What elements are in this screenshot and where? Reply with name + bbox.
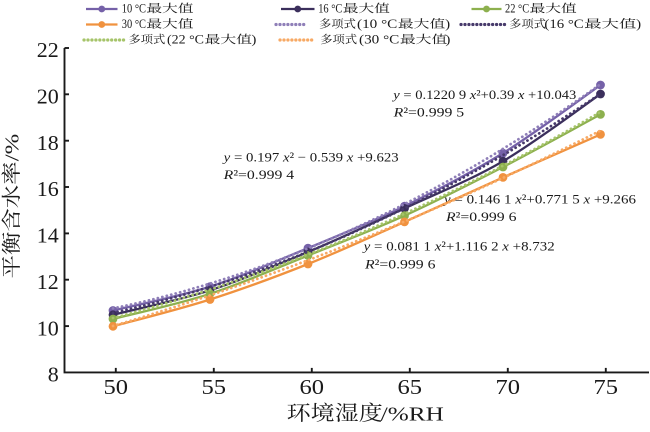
svg-text:(30 °C: (30 °C bbox=[359, 32, 399, 46]
svg-text:y = 0.081 1 x²+1.116 2 x +8.73: y = 0.081 1 x²+1.116 2 x +8.732 bbox=[361, 238, 554, 253]
svg-text:y = 0.197 x² − 0.539 x +9.623: y = 0.197 x² − 0.539 x +9.623 bbox=[221, 150, 398, 165]
svg-text:(16 °C: (16 °C bbox=[544, 17, 583, 31]
svg-text:16: 16 bbox=[37, 177, 59, 201]
svg-text:R²=0.999 5: R ²=0.999 5 bbox=[392, 105, 464, 120]
svg-text:): ) bbox=[445, 32, 450, 46]
svg-text:65: 65 bbox=[398, 375, 423, 399]
svg-text:60: 60 bbox=[300, 375, 325, 399]
svg-text:/%: /% bbox=[1, 134, 23, 162]
svg-text:): ) bbox=[251, 32, 256, 46]
svg-text:12: 12 bbox=[37, 270, 59, 294]
svg-text:R²=0.999 6: R ²=0.999 6 bbox=[364, 257, 436, 272]
svg-text:10 °C: 10 °C bbox=[122, 1, 146, 15]
svg-text:): ) bbox=[445, 17, 450, 31]
svg-text:70: 70 bbox=[496, 375, 521, 399]
svg-text:75: 75 bbox=[594, 375, 619, 399]
svg-text:30 °C: 30 °C bbox=[122, 17, 146, 31]
svg-text:R²=0.999 4: R ²=0.999 4 bbox=[222, 167, 294, 182]
svg-text:): ) bbox=[636, 17, 641, 31]
svg-text:55: 55 bbox=[202, 375, 227, 399]
svg-text:8: 8 bbox=[48, 363, 59, 387]
svg-text:18: 18 bbox=[37, 131, 59, 155]
svg-text:50: 50 bbox=[104, 375, 129, 399]
svg-text:20: 20 bbox=[37, 85, 59, 109]
svg-text:(10 °C: (10 °C bbox=[357, 17, 397, 31]
svg-text:16 °C: 16 °C bbox=[318, 1, 342, 15]
svg-text:/%RH: /%RH bbox=[381, 404, 444, 425]
svg-text:22: 22 bbox=[37, 38, 59, 62]
svg-text:22 °C: 22 °C bbox=[505, 1, 529, 15]
svg-text:R²=0.999 6: R ²=0.999 6 bbox=[445, 209, 517, 224]
svg-text:(22 °C: (22 °C bbox=[167, 32, 204, 46]
svg-text:10: 10 bbox=[37, 316, 59, 340]
svg-text:14: 14 bbox=[37, 224, 59, 248]
svg-text:y = 0.1220 9 x²+0.39 x +10.043: y = 0.1220 9 x²+0.39 x +10.043 bbox=[391, 87, 576, 102]
